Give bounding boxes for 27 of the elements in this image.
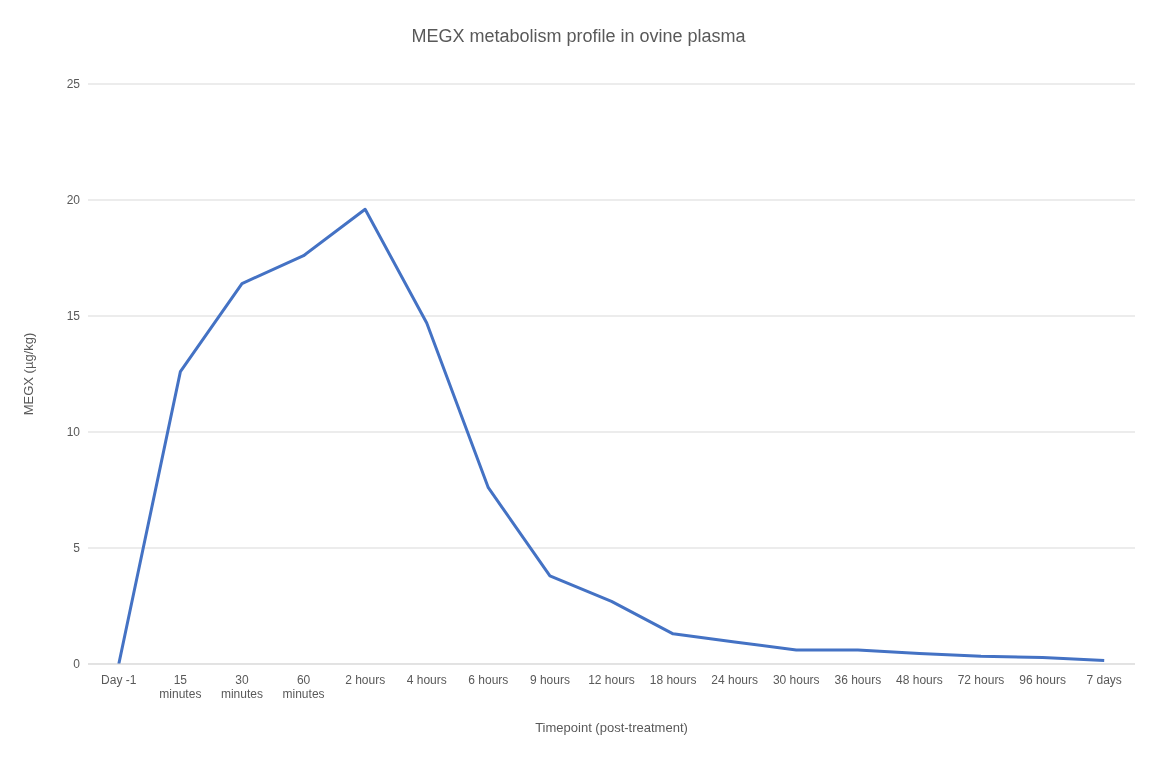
x-tick-label: 48 hours [896, 673, 943, 687]
x-tick-label: 7 days [1086, 673, 1122, 687]
y-tick-label: 15 [66, 309, 81, 324]
x-tick-label: 60 minutes [282, 673, 325, 701]
y-tick-label: 20 [66, 193, 81, 208]
x-tick-label: 30 hours [772, 673, 820, 687]
x-tick-label: Day -1 [101, 673, 137, 687]
y-tick-label: 5 [73, 541, 81, 556]
x-tick-label: 24 hours [711, 673, 759, 687]
x-tick-label: 12 hours [588, 673, 635, 687]
y-tick-label: 25 [66, 77, 81, 92]
x-axis-title: Timepoint (post-treatment) [535, 720, 688, 735]
y-tick-label: 0 [73, 657, 81, 672]
x-tick-label: 6 hours [468, 673, 509, 687]
x-tick-label: 15 minutes [159, 673, 202, 701]
x-tick-label: 2 hours [345, 673, 386, 687]
x-tick-label: 72 hours [957, 673, 1005, 687]
x-tick-label: 96 hours [1019, 673, 1066, 687]
chart-title: MEGX metabolism profile in ovine plasma [410, 25, 747, 48]
x-tick-label: 4 hours [406, 673, 447, 687]
y-tick-label: 10 [66, 425, 81, 440]
x-tick-label: 36 hours [834, 673, 882, 687]
x-tick-label: 9 hours [529, 673, 570, 687]
y-axis-title: MEGX (µg/kg) [20, 332, 36, 416]
line-series [117, 207, 1106, 664]
x-tick-label: 18 hours [649, 673, 697, 687]
x-tick-label: 30 minutes [220, 673, 263, 701]
